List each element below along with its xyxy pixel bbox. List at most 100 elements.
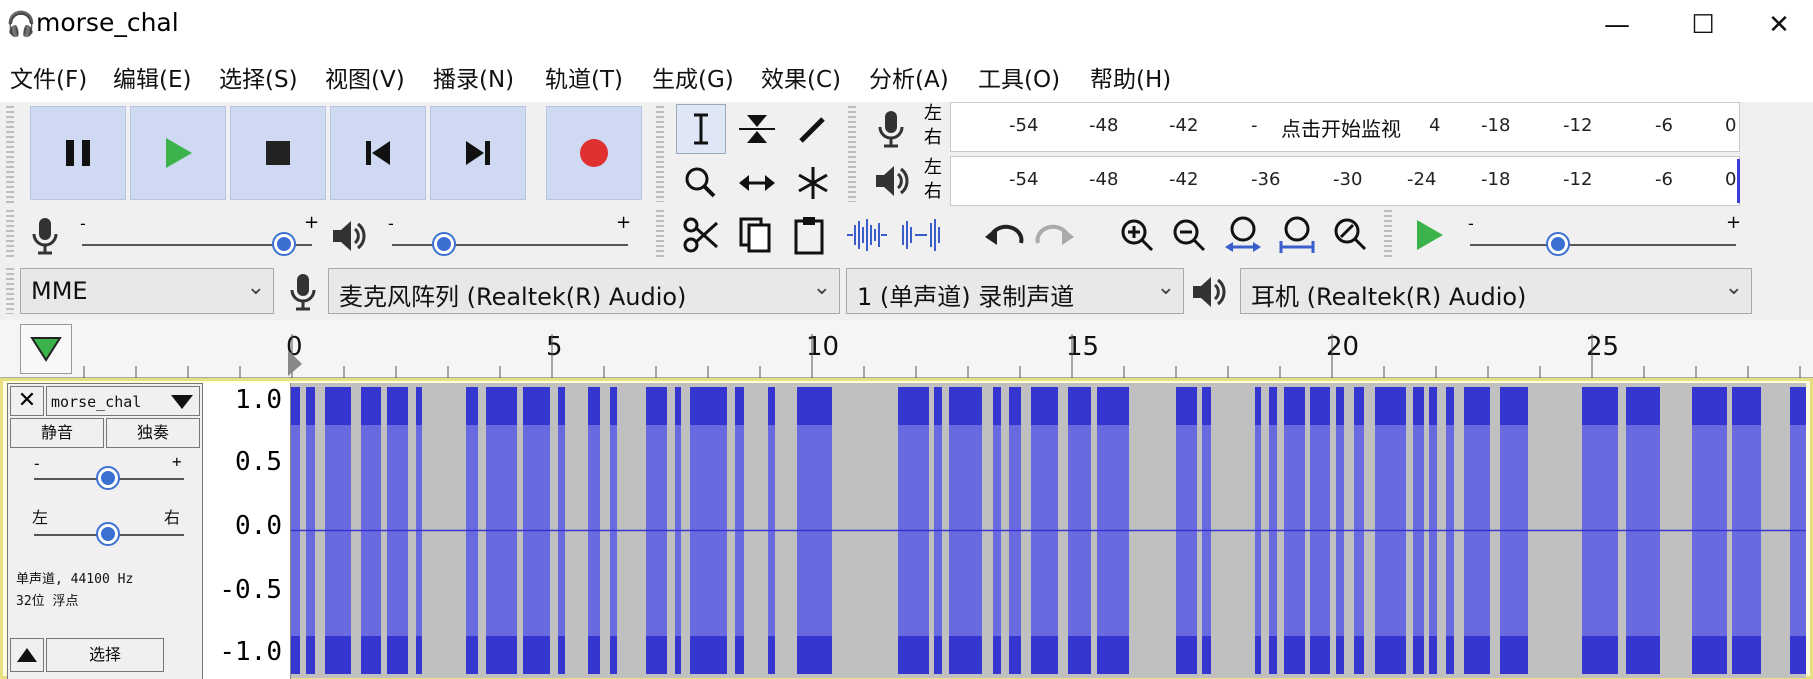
envelope-tool-button[interactable] xyxy=(732,104,782,154)
playback-volume-thumb[interactable] xyxy=(433,234,454,254)
selection-tool-button[interactable] xyxy=(676,104,726,154)
menu-effect[interactable]: 效果(C) xyxy=(761,67,842,93)
track-name-menu[interactable]: morse_chal xyxy=(46,386,200,416)
minimize-button[interactable]: — xyxy=(1604,10,1630,40)
playback-device-select[interactable]: 耳机 (Realtek(R) Audio) ⌄ xyxy=(1240,268,1752,314)
undo-button[interactable] xyxy=(974,210,1036,260)
fit-selection-button[interactable] xyxy=(1218,210,1268,260)
waveform-display[interactable] xyxy=(291,383,1806,678)
menu-tracks[interactable]: 轨道(T) xyxy=(545,67,623,93)
redo-button xyxy=(1026,210,1082,260)
toolbar-grip[interactable] xyxy=(6,268,14,314)
gain-max-label: + xyxy=(172,452,182,471)
fit-project-button[interactable] xyxy=(1272,210,1322,260)
vertical-amplitude-scale[interactable]: 1.0 0.5 0.0 -0.5 -1.0 xyxy=(203,383,291,679)
playback-meter[interactable]: -54 -48 -42 -36 -30 -24 -18 -12 -6 0 xyxy=(950,156,1740,206)
toolbar-grip[interactable] xyxy=(656,210,664,260)
toolbar-grip[interactable] xyxy=(6,106,14,206)
meter-tick: -42 xyxy=(1169,115,1199,136)
toolbar-grip[interactable] xyxy=(848,106,856,202)
playhead-marker-icon xyxy=(288,350,302,376)
toolbar-grip[interactable] xyxy=(6,210,14,260)
track-control-panel[interactable]: ✕ morse_chal 静音 独奏 - + 左 右 单声道, 44100 Hz… xyxy=(7,383,203,679)
audio-host-select[interactable]: MME ⌄ xyxy=(20,268,274,314)
menu-bar: 文件(F) 编辑(E) 选择(S) 视图(V) 播录(N) 轨道(T) 生成(G… xyxy=(0,50,1813,102)
pause-button[interactable] xyxy=(30,106,126,200)
playback-device-value: 耳机 (Realtek(R) Audio) xyxy=(1251,283,1527,311)
track-name: morse_chal xyxy=(51,393,142,411)
meter-tick: -18 xyxy=(1481,169,1511,190)
scale-label: 0.5 xyxy=(235,447,282,477)
time-shift-tool-button[interactable] xyxy=(732,158,782,208)
triangle-down-icon xyxy=(171,395,193,409)
record-button[interactable] xyxy=(546,106,642,200)
menu-transport[interactable]: 播录(N) xyxy=(433,67,515,93)
audio-track: ✕ morse_chal 静音 独奏 - + 左 右 单声道, 44100 Hz… xyxy=(0,378,1813,679)
play-at-speed-button[interactable] xyxy=(1404,210,1454,260)
playback-meter-channels: 左 右 xyxy=(924,156,942,204)
timeline-options-button[interactable] xyxy=(20,324,72,374)
play-button[interactable] xyxy=(130,106,226,200)
undo-icon xyxy=(985,224,1024,245)
record-meter[interactable]: -54 -48 -42 - 点击开始监视 4 -18 -12 -6 0 xyxy=(950,102,1740,152)
menu-edit[interactable]: 编辑(E) xyxy=(113,67,192,93)
recording-volume-thumb[interactable] xyxy=(274,234,295,254)
menu-view[interactable]: 视图(V) xyxy=(325,67,405,93)
toolbar-grip[interactable] xyxy=(1384,210,1392,260)
skip-start-button[interactable] xyxy=(330,106,426,200)
recording-device-select[interactable]: 麦克风阵列 (Realtek(R) Audio) ⌄ xyxy=(328,268,840,314)
skip-end-button[interactable] xyxy=(430,106,526,200)
window-title: morse_chal xyxy=(36,8,179,37)
meter-tick: -12 xyxy=(1563,169,1593,190)
zoom-out-button[interactable] xyxy=(1164,210,1214,260)
copy-button[interactable] xyxy=(730,210,780,260)
menu-file[interactable]: 文件(F) xyxy=(10,67,88,93)
multi-tool-button[interactable] xyxy=(788,158,838,208)
record-meter-button[interactable] xyxy=(866,104,916,154)
zoom-toggle-button[interactable] xyxy=(1326,210,1376,260)
playback-meter-button[interactable] xyxy=(866,156,916,206)
envelope-tool-icon xyxy=(739,115,775,143)
select-track-button[interactable]: 选择 xyxy=(46,638,164,672)
solo-button[interactable]: 独奏 xyxy=(106,418,200,448)
toolbar-grip[interactable] xyxy=(656,106,664,202)
microphone-icon xyxy=(290,274,316,311)
menu-generate[interactable]: 生成(G) xyxy=(652,67,734,93)
monitor-prompt[interactable]: 点击开始监视 xyxy=(1281,117,1401,141)
recording-channels-select[interactable]: 1 (单声道) 录制声道 ⌄ xyxy=(846,268,1184,314)
collapse-track-button[interactable] xyxy=(10,638,44,672)
zoom-tool-button[interactable] xyxy=(676,158,726,208)
menu-tools[interactable]: 工具(O) xyxy=(978,67,1061,93)
draw-tool-button[interactable] xyxy=(788,104,838,154)
skip-start-icon xyxy=(366,141,390,165)
meter-tick: -42 xyxy=(1169,169,1199,190)
mute-button[interactable]: 静音 xyxy=(10,418,104,448)
play-speed-slider[interactable] xyxy=(1470,244,1736,246)
close-track-button[interactable]: ✕ xyxy=(10,386,44,416)
gain-slider-thumb[interactable] xyxy=(98,468,118,488)
triangle-up-icon xyxy=(17,648,37,662)
timeline-ruler[interactable]: 0 5 10 15 20 25 xyxy=(0,320,1813,378)
zoom-in-button[interactable] xyxy=(1112,210,1162,260)
slider-min-label: - xyxy=(388,214,394,233)
menu-select[interactable]: 选择(S) xyxy=(219,67,298,93)
stop-button[interactable] xyxy=(230,106,326,200)
close-button[interactable]: ✕ xyxy=(1768,10,1790,40)
microphone-icon xyxy=(878,111,904,148)
slider-max-label: + xyxy=(1726,212,1742,233)
meter-tick: 0 xyxy=(1725,115,1737,136)
pan-slider-thumb[interactable] xyxy=(98,524,118,544)
cut-button[interactable] xyxy=(676,210,726,260)
playback-level-indicator xyxy=(1737,159,1740,203)
maximize-button[interactable]: ☐ xyxy=(1691,10,1715,40)
left-channel-label: 左 xyxy=(924,103,942,124)
playback-volume-slider[interactable] xyxy=(392,244,628,246)
recording-volume-slider[interactable] xyxy=(82,244,312,246)
menu-help[interactable]: 帮助(H) xyxy=(1090,67,1172,93)
play-speed-thumb[interactable] xyxy=(1547,234,1568,254)
paste-button[interactable] xyxy=(784,210,834,260)
menu-analyze[interactable]: 分析(A) xyxy=(869,67,949,93)
silence-audio-button[interactable] xyxy=(896,210,946,260)
play-icon xyxy=(166,138,192,168)
trim-audio-button[interactable] xyxy=(842,210,892,260)
